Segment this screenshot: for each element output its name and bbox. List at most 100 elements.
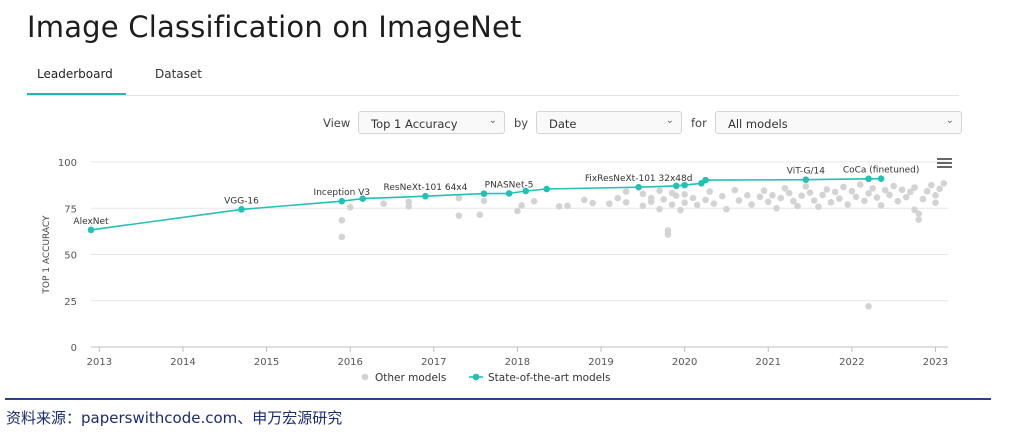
sota-point[interactable] bbox=[681, 181, 688, 189]
other-model-point[interactable] bbox=[480, 197, 488, 205]
other-model-point[interactable] bbox=[476, 211, 484, 219]
other-model-point[interactable] bbox=[810, 197, 818, 204]
other-model-point[interactable] bbox=[660, 196, 668, 203]
other-model-point[interactable] bbox=[781, 184, 789, 192]
other-model-point[interactable] bbox=[689, 194, 697, 202]
other-model-point[interactable] bbox=[798, 192, 805, 199]
other-model-point[interactable] bbox=[890, 182, 897, 190]
other-model-point[interactable] bbox=[338, 233, 346, 241]
other-model-point[interactable] bbox=[869, 184, 877, 192]
by-select[interactable]: Date ⌄ bbox=[536, 111, 682, 134]
other-model-point[interactable] bbox=[861, 197, 868, 205]
other-model-point[interactable] bbox=[911, 184, 918, 191]
other-model-point[interactable] bbox=[831, 188, 839, 196]
other-model-point[interactable] bbox=[865, 303, 872, 310]
other-model-point[interactable] bbox=[852, 193, 860, 201]
other-model-point[interactable] bbox=[702, 196, 709, 204]
other-model-point[interactable] bbox=[614, 194, 622, 202]
other-model-point[interactable] bbox=[681, 191, 688, 198]
other-model-point[interactable] bbox=[338, 216, 346, 224]
other-model-point[interactable] bbox=[919, 195, 927, 203]
other-model-point[interactable] bbox=[405, 198, 413, 206]
other-model-point[interactable] bbox=[710, 200, 718, 207]
other-model-point[interactable] bbox=[346, 204, 354, 211]
other-model-point[interactable] bbox=[794, 202, 801, 210]
view-select[interactable]: Top 1 Accuracy ⌄ bbox=[358, 111, 505, 134]
sota-point[interactable] bbox=[359, 195, 367, 202]
other-model-point[interactable] bbox=[764, 198, 772, 206]
sota-point[interactable] bbox=[802, 176, 810, 183]
other-model-point[interactable] bbox=[718, 192, 726, 200]
other-model-point[interactable] bbox=[455, 194, 463, 202]
other-model-point[interactable] bbox=[840, 183, 847, 191]
other-model-point[interactable] bbox=[932, 199, 939, 206]
other-model-point[interactable] bbox=[773, 204, 780, 212]
sota-point[interactable] bbox=[87, 226, 95, 234]
other-model-point[interactable] bbox=[827, 199, 835, 206]
chart-menu-icon[interactable] bbox=[937, 158, 952, 168]
other-model-point[interactable] bbox=[819, 191, 826, 199]
other-model-point[interactable] bbox=[927, 181, 935, 189]
other-model-point[interactable] bbox=[940, 179, 948, 187]
sota-point[interactable] bbox=[543, 185, 550, 193]
other-model-point[interactable] bbox=[898, 186, 906, 194]
other-model-point[interactable] bbox=[668, 201, 676, 208]
other-model-point[interactable] bbox=[823, 186, 831, 193]
other-model-point[interactable] bbox=[455, 212, 463, 219]
other-model-point[interactable] bbox=[656, 205, 663, 213]
other-model-point[interactable] bbox=[681, 199, 688, 206]
other-model-point[interactable] bbox=[760, 187, 768, 194]
other-model-point[interactable] bbox=[744, 192, 751, 199]
other-model-point[interactable] bbox=[902, 193, 910, 201]
other-model-point[interactable] bbox=[564, 202, 571, 210]
other-model-point[interactable] bbox=[606, 200, 613, 207]
other-model-point[interactable] bbox=[656, 187, 663, 194]
other-model-point[interactable] bbox=[672, 192, 680, 199]
other-model-point[interactable] bbox=[769, 192, 776, 199]
other-model-point[interactable] bbox=[706, 188, 714, 195]
other-model-point[interactable] bbox=[748, 201, 755, 208]
other-model-point[interactable] bbox=[639, 190, 647, 198]
other-model-point[interactable] bbox=[915, 216, 923, 224]
sota-point[interactable] bbox=[522, 187, 530, 195]
other-model-point[interactable] bbox=[555, 203, 563, 210]
other-model-point[interactable] bbox=[785, 189, 793, 197]
other-model-point[interactable] bbox=[639, 202, 647, 210]
other-model-point[interactable] bbox=[693, 201, 701, 209]
other-model-point[interactable] bbox=[518, 202, 525, 209]
sota-point[interactable] bbox=[702, 176, 709, 184]
sota-point[interactable] bbox=[505, 190, 513, 197]
other-model-point[interactable] bbox=[622, 188, 630, 195]
sota-point[interactable] bbox=[865, 175, 872, 183]
for-select[interactable]: All models ⌄ bbox=[715, 111, 962, 134]
other-model-point[interactable] bbox=[677, 206, 684, 214]
other-model-point[interactable] bbox=[735, 197, 743, 204]
tab-dataset[interactable]: Dataset bbox=[155, 67, 202, 81]
other-model-point[interactable] bbox=[731, 186, 739, 194]
other-model-point[interactable] bbox=[756, 193, 764, 201]
other-model-point[interactable] bbox=[380, 200, 387, 207]
tab-leaderboard[interactable]: Leaderboard bbox=[27, 66, 126, 95]
other-model-point[interactable] bbox=[848, 187, 856, 195]
other-model-point[interactable] bbox=[514, 207, 521, 215]
other-model-point[interactable] bbox=[580, 196, 588, 204]
other-model-point[interactable] bbox=[877, 202, 885, 209]
sota-point[interactable] bbox=[338, 197, 346, 205]
other-model-point[interactable] bbox=[911, 206, 918, 214]
other-model-point[interactable] bbox=[873, 194, 881, 201]
sota-point[interactable] bbox=[635, 183, 642, 191]
other-model-point[interactable] bbox=[405, 203, 413, 210]
other-model-point[interactable] bbox=[622, 199, 630, 206]
other-model-point[interactable] bbox=[802, 183, 810, 190]
other-model-point[interactable] bbox=[881, 186, 889, 194]
other-model-point[interactable] bbox=[907, 188, 914, 196]
other-model-point[interactable] bbox=[894, 197, 902, 205]
sota-point[interactable] bbox=[480, 190, 488, 197]
other-model-point[interactable] bbox=[723, 205, 730, 213]
other-model-point[interactable] bbox=[844, 201, 851, 208]
other-model-point[interactable] bbox=[530, 197, 538, 205]
sota-point[interactable] bbox=[672, 182, 680, 190]
sota-point[interactable] bbox=[238, 206, 245, 213]
other-model-point[interactable] bbox=[589, 199, 596, 207]
other-model-point[interactable] bbox=[815, 203, 822, 211]
